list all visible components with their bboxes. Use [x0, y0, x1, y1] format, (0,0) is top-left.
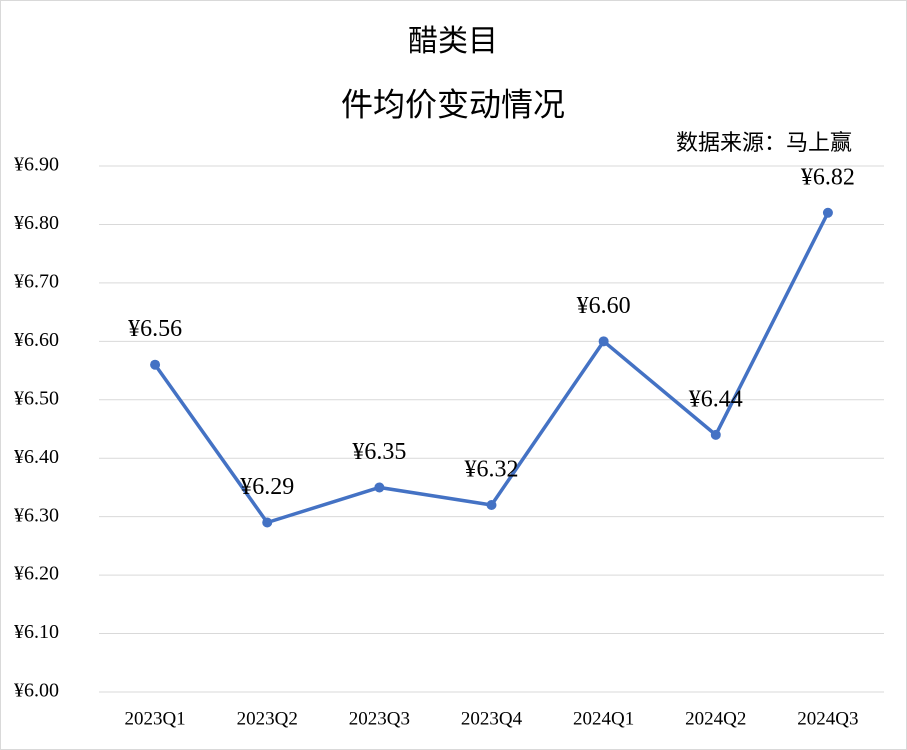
y-tick-label: ¥6.00	[14, 680, 59, 702]
data-label: ¥6.35	[352, 439, 406, 465]
x-tick-label: 2024Q1	[573, 708, 634, 729]
data-point	[486, 499, 497, 510]
y-tick-label: ¥6.50	[14, 387, 59, 409]
data-point	[710, 429, 721, 440]
y-tick-label: ¥6.70	[14, 270, 59, 292]
y-tick-label: ¥6.80	[14, 212, 59, 234]
data-label: ¥6.29	[240, 474, 294, 500]
x-tick-label: 2023Q1	[124, 708, 185, 729]
source-note: 数据来源：马上赢	[676, 130, 852, 155]
chart-title: 件均价变动情况	[341, 86, 565, 122]
data-label: ¥6.44	[689, 386, 743, 412]
data-point	[822, 207, 833, 218]
x-tick-label: 2023Q3	[349, 708, 410, 729]
y-tick-label: ¥6.60	[14, 329, 59, 351]
data-point	[150, 359, 161, 370]
y-tick-label: ¥6.30	[14, 504, 59, 526]
y-tick-label: ¥6.90	[14, 154, 59, 176]
data-label: ¥6.82	[801, 164, 855, 190]
x-tick-label: 2024Q3	[797, 708, 858, 729]
x-tick-label: 2023Q2	[237, 708, 298, 729]
chart-title: 醋类目	[408, 25, 498, 58]
data-label: ¥6.60	[577, 293, 631, 319]
x-tick-label: 2024Q2	[685, 708, 746, 729]
x-tick-label: 2023Q4	[461, 708, 523, 729]
data-label: ¥6.32	[465, 456, 519, 482]
data-point	[374, 482, 385, 493]
y-tick-label: ¥6.20	[14, 563, 59, 585]
data-label: ¥6.56	[128, 316, 182, 342]
y-tick-label: ¥6.40	[14, 446, 59, 468]
data-point	[262, 517, 273, 528]
y-tick-label: ¥6.10	[14, 621, 59, 643]
data-point	[598, 336, 609, 347]
